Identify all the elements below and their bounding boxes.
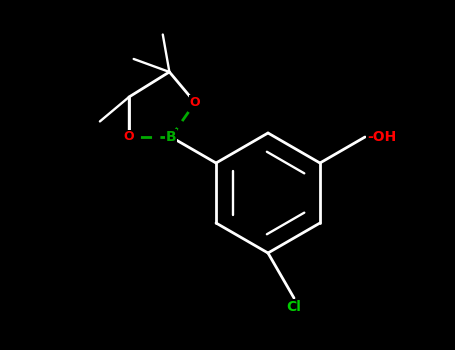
Text: O: O (190, 96, 200, 109)
Text: O: O (124, 131, 134, 144)
Text: Cl: Cl (287, 300, 301, 314)
Text: B: B (166, 130, 177, 144)
Text: -OH: -OH (367, 130, 396, 144)
